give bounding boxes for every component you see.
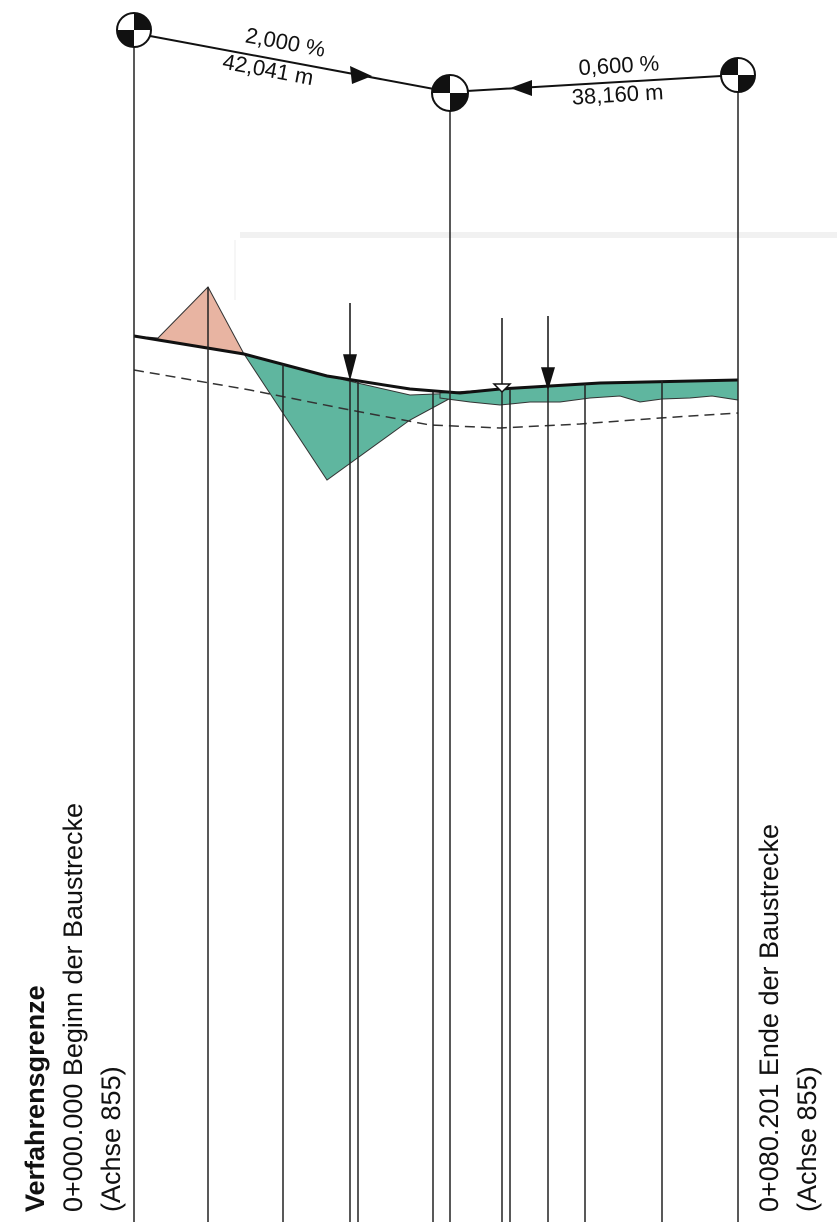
end-axis: (Achse 855) [792, 1066, 822, 1212]
grade-line [133, 334, 739, 395]
start-title: Verfahrensgrenze [20, 985, 50, 1212]
start-node [116, 12, 152, 48]
arrow-left-icon [510, 80, 532, 96]
end-station: 0+080.201 Ende der Baustrecke [754, 824, 784, 1212]
triangle-marker-icon [492, 383, 512, 394]
end-node [720, 57, 756, 93]
gradient-2-label: 0,600 % 38,160 m [571, 50, 664, 109]
start-station: 0+000.000 Beginn der Baustrecke [58, 803, 88, 1212]
arrow-right-icon [350, 66, 372, 84]
existing-ground-dashed [133, 369, 739, 429]
start-station-label: Verfahrensgrenze 0+000.000 Beginn der Ba… [20, 803, 126, 1212]
gradient-2-percent: 0,600 % [578, 50, 660, 80]
marker-arrows [343, 303, 556, 394]
down-arrow-icon [343, 354, 357, 381]
scan-background [234, 232, 837, 300]
station-lines [133, 30, 739, 1222]
mid-node [431, 74, 469, 112]
start-axis: (Achse 855) [96, 1066, 126, 1212]
gradient-2-length: 38,160 m [571, 79, 664, 109]
down-arrow-icon [540, 367, 556, 391]
end-station-label: 0+080.201 Ende der Baustrecke (Achse 855… [754, 824, 822, 1212]
gradient-1-label: 2,000 % 42,041 m [221, 22, 328, 90]
